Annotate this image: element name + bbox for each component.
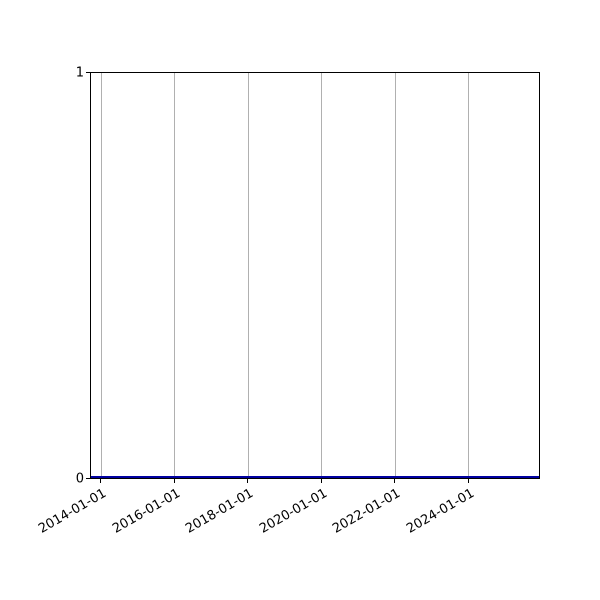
- x-tick: [467, 479, 469, 483]
- x-gridline: [247, 73, 249, 478]
- x-tick-label: 2018-01-01: [183, 486, 257, 537]
- x-tick: [247, 479, 248, 483]
- x-tick: [100, 479, 101, 483]
- y-tick: [86, 478, 90, 479]
- x-tick: [394, 479, 395, 483]
- x-gridline: [174, 73, 175, 478]
- x-gridline: [321, 73, 322, 478]
- y-tick-label: 0: [75, 471, 84, 486]
- y-tick-label: 1: [75, 65, 84, 80]
- series-line-zero: [91, 476, 539, 478]
- x-tick: [320, 479, 322, 483]
- x-tick-label: 2014-01-01: [36, 486, 110, 537]
- x-tick-label: 2022-01-01: [330, 486, 404, 537]
- x-gridline: [100, 73, 102, 478]
- x-tick-label: 2020-01-01: [257, 486, 330, 537]
- x-tick: [173, 479, 175, 483]
- x-tick-label: 2024-01-01: [404, 486, 477, 537]
- x-gridline: [394, 73, 396, 478]
- plot-area: [90, 72, 540, 479]
- x-tick-label: 2016-01-01: [110, 486, 183, 537]
- y-tick: [86, 72, 90, 73]
- x-gridline: [468, 73, 469, 478]
